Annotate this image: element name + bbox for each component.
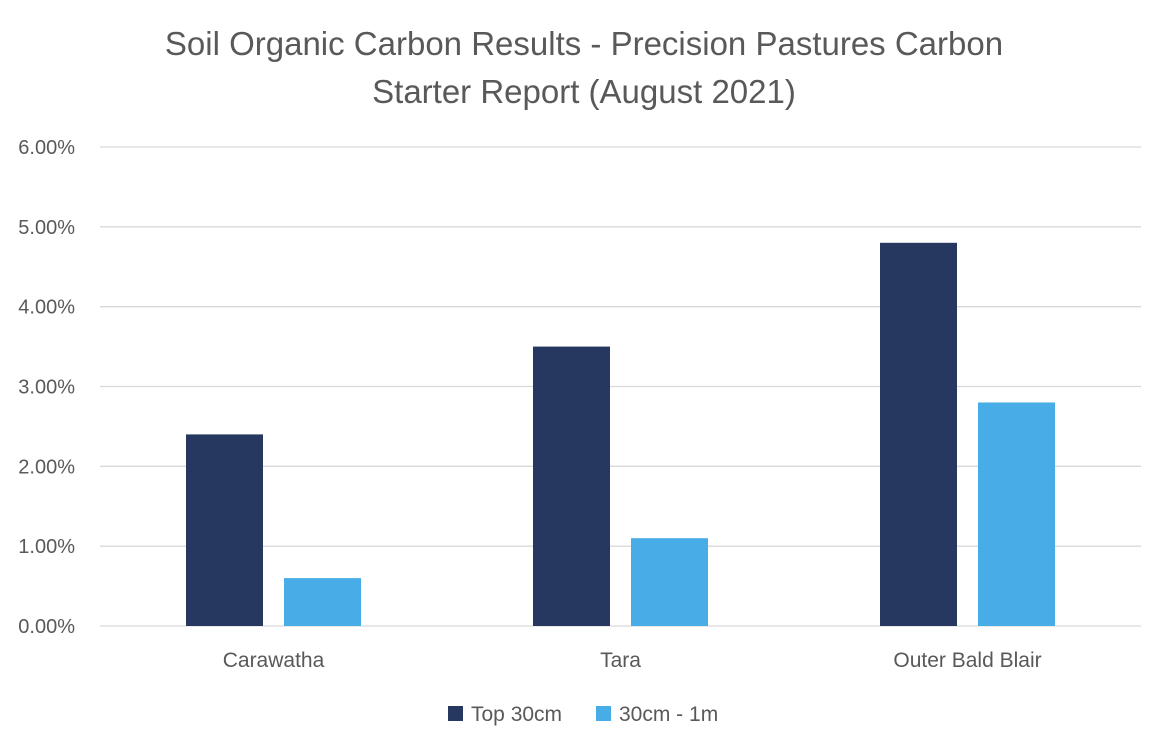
y-tick-label: 3.00% [18,377,75,399]
chart-title: Soil Organic Carbon Results - Precision … [165,25,1003,110]
legend-label: Top 30cm [471,703,562,726]
x-axis-category-labels: Carawatha Tara Outer Bald Blair [223,649,1042,672]
bar-30cm-1m-tara [631,538,708,626]
bar-top-30cm-outer-bald-blair [880,242,957,627]
bar-30cm-1m-carawatha [284,578,361,626]
legend-label: 30cm - 1m [619,703,718,726]
gridlines [100,146,1141,627]
chart-title-line-1: Soil Organic Carbon Results - Precision … [165,25,1003,62]
legend: Top 30cm 30cm - 1m [448,703,718,726]
y-tick-label: 6.00% [18,137,75,159]
bar-30cm-1m-outer-bald-blair [978,402,1055,626]
y-axis-tick-labels: 0.00% 1.00% 2.00% 3.00% 4.00% 5.00% 6.00% [18,137,75,638]
legend-swatch [448,706,463,721]
y-tick-label: 4.00% [18,297,75,319]
y-tick-label: 1.00% [18,536,75,558]
legend-swatch [596,706,611,721]
y-tick-label: 5.00% [18,217,75,239]
bar-top-30cm-carawatha [186,434,263,626]
y-tick-label: 0.00% [18,616,75,638]
x-category-label: Carawatha [223,649,325,672]
y-tick-label: 2.00% [18,456,75,478]
bars [186,242,1055,627]
chart-title-line-2: Starter Report (August 2021) [372,73,796,110]
x-category-label: Tara [600,649,641,672]
x-category-label: Outer Bald Blair [893,649,1041,672]
bar-top-30cm-tara [533,346,610,626]
